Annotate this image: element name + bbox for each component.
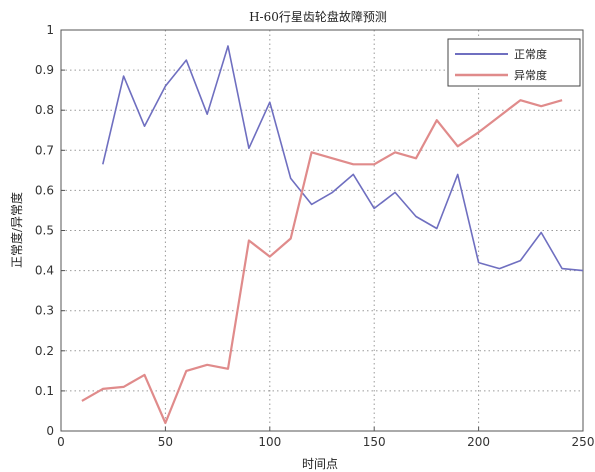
y-tick-label: 0.7 — [35, 143, 54, 157]
x-tick-label: 150 — [363, 435, 386, 449]
legend-label-normal: 正常度 — [514, 47, 547, 61]
y-tick-label: 0.6 — [35, 183, 54, 197]
y-tick-label: 0.5 — [35, 224, 54, 238]
legend: 正常度 异常度 — [447, 38, 581, 87]
y-tick-label: 0.2 — [35, 344, 54, 358]
y-tick-label: 0 — [46, 424, 54, 438]
legend-box — [447, 38, 581, 87]
x-tick-label: 50 — [158, 435, 173, 449]
y-axis-label: 正常度/异常度 — [9, 192, 24, 268]
y-tick-label: 0.3 — [35, 304, 54, 318]
series-line-normal — [102, 45, 584, 272]
axis-ticks: 0 50 100 150 200 250 0 0.1 0.2 0.3 0.4 0.5 0.6 0.7 0.8… — [35, 23, 595, 449]
x-tick-label: 100 — [258, 435, 281, 449]
x-tick-label: 250 — [572, 435, 595, 449]
y-tick-label: 0.1 — [35, 384, 54, 398]
x-tick-label: 200 — [467, 435, 490, 449]
series-lines — [81, 45, 584, 425]
series-line-abnormal — [81, 99, 563, 425]
chart-title: H-60行星齿轮盘故障预测 — [249, 9, 387, 24]
x-tick-label: 0 — [57, 435, 65, 449]
y-tick-label: 0.4 — [35, 264, 54, 278]
y-tick-label: 0.9 — [35, 63, 54, 77]
grid-lines — [61, 30, 583, 431]
legend-label-abnormal: 异常度 — [514, 68, 547, 82]
y-tick-label: 1 — [46, 23, 54, 37]
x-axis-label: 时间点 — [302, 457, 338, 471]
y-tick-label: 0.8 — [35, 103, 54, 117]
